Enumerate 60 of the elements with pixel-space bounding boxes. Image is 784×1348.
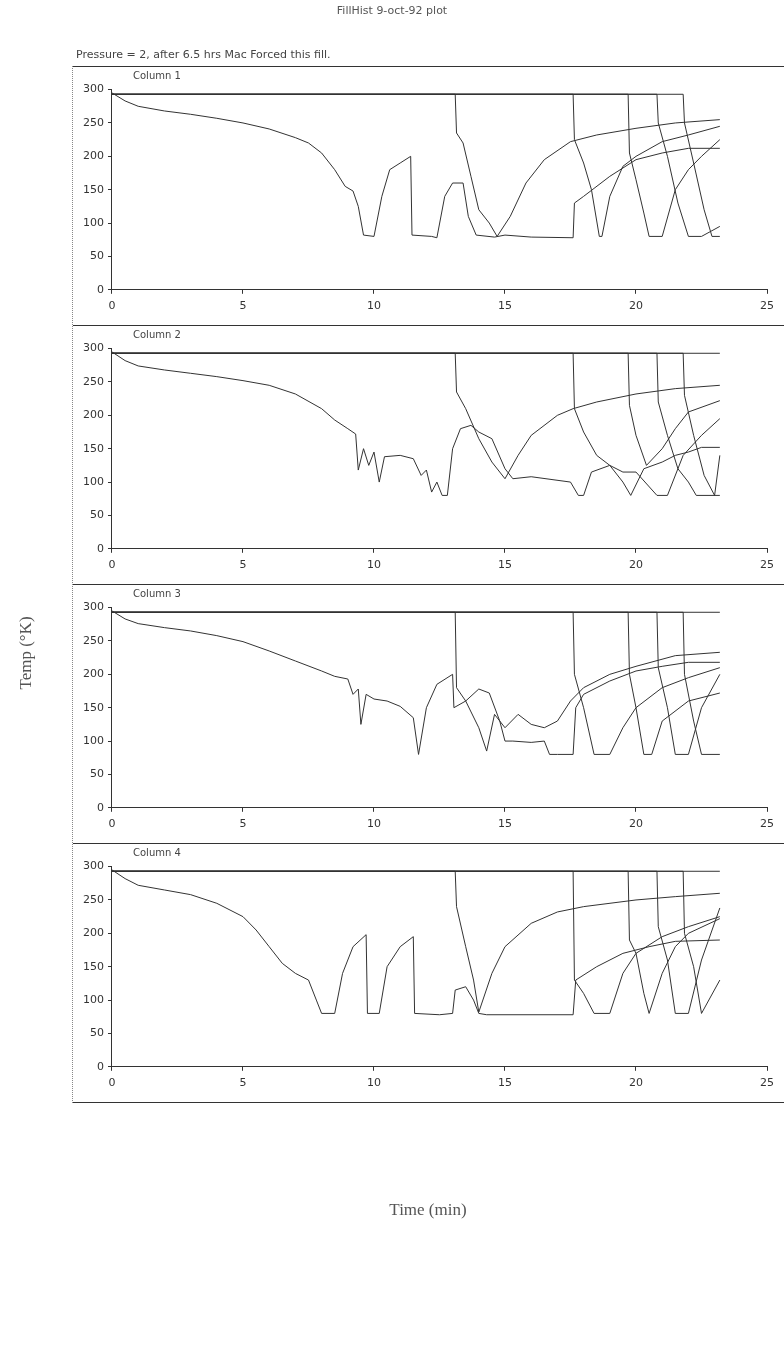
x-tick-label: 25: [760, 558, 774, 572]
x-tick-label: 15: [498, 299, 512, 313]
x-tick-label: 0: [108, 1076, 116, 1090]
text: Pressure = 2, after 6.5 hrs Mac Forced this fill.: [76, 48, 331, 61]
x-axis-title: Time (min): [388, 1200, 468, 1220]
y-tick-label: 150: [83, 959, 104, 973]
chart-title: Column 4: [133, 847, 181, 858]
y-tick-label: 300: [83, 82, 104, 96]
y-tick-label: 250: [83, 374, 104, 388]
y-tick-label: 0: [97, 541, 104, 555]
x-tick-label: 20: [629, 817, 643, 831]
x-tick-label: 25: [760, 299, 774, 313]
chart-title: Column 2: [133, 329, 181, 340]
y-tick-label: 150: [83, 182, 104, 196]
x-tick-label: 0: [108, 817, 116, 831]
y-tick-label: 150: [83, 441, 104, 455]
y-tick-label: 50: [90, 767, 104, 781]
y-tick-label: 200: [83, 149, 104, 163]
y-tick-label: 0: [97, 800, 104, 814]
y-tick-label: 50: [90, 1026, 104, 1040]
x-tick-label: 20: [629, 558, 643, 572]
y-axis-title: Temp (°K): [16, 615, 36, 692]
x-tick-label: 5: [239, 817, 247, 831]
y-tick-label: 250: [83, 633, 104, 647]
y-tick-label: 100: [83, 215, 104, 229]
x-tick-label: 10: [367, 817, 381, 831]
x-tick-label: 25: [760, 1076, 774, 1090]
chart-title: Column 1: [133, 70, 181, 81]
y-tick-label: 300: [83, 859, 104, 873]
y-tick-label: 200: [83, 926, 104, 940]
y-tick-label: 50: [90, 508, 104, 522]
x-tick-label: 10: [367, 1076, 381, 1090]
y-tick-label: 250: [83, 892, 104, 906]
y-tick-label: 250: [83, 115, 104, 129]
y-tick-label: 100: [83, 992, 104, 1006]
x-tick-label: 5: [239, 299, 247, 313]
y-tick-label: 0: [97, 1059, 104, 1073]
x-tick-label: 15: [498, 817, 512, 831]
y-tick-label: 100: [83, 733, 104, 747]
y-tick-label: 0: [97, 282, 104, 296]
x-tick-label: 25: [760, 817, 774, 831]
text: FillHist 9-oct-92 plot: [335, 4, 449, 17]
x-tick-label: 20: [629, 299, 643, 313]
x-tick-label: 5: [239, 1076, 247, 1090]
chart-title: Column 3: [133, 588, 181, 599]
y-tick-label: 100: [83, 474, 104, 488]
x-tick-label: 20: [629, 1076, 643, 1090]
x-tick-label: 10: [367, 299, 381, 313]
y-tick-label: 300: [83, 600, 104, 614]
x-tick-label: 5: [239, 558, 247, 572]
x-tick-label: 15: [498, 1076, 512, 1090]
y-tick-label: 200: [83, 408, 104, 422]
y-tick-label: 300: [83, 341, 104, 355]
y-tick-label: 200: [83, 667, 104, 681]
x-tick-label: 15: [498, 558, 512, 572]
y-tick-label: 50: [90, 249, 104, 263]
y-tick-label: 150: [83, 700, 104, 714]
x-tick-label: 0: [108, 558, 116, 572]
x-tick-label: 10: [367, 558, 381, 572]
x-tick-label: 0: [108, 299, 116, 313]
